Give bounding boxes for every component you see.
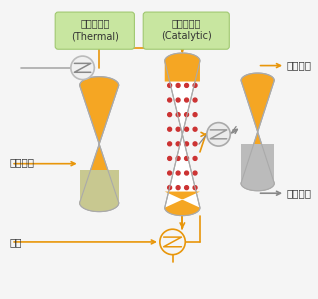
- Circle shape: [193, 186, 197, 190]
- Circle shape: [168, 98, 172, 102]
- Text: 硫化水素: 硫化水素: [287, 188, 312, 198]
- FancyBboxPatch shape: [55, 12, 135, 49]
- Polygon shape: [241, 73, 274, 191]
- Circle shape: [193, 171, 197, 175]
- Circle shape: [185, 156, 189, 160]
- Circle shape: [185, 186, 189, 190]
- Polygon shape: [165, 53, 200, 82]
- Circle shape: [176, 127, 180, 131]
- Circle shape: [176, 186, 180, 190]
- Circle shape: [185, 171, 189, 175]
- Circle shape: [185, 142, 189, 146]
- Bar: [241, 144, 274, 183]
- Circle shape: [185, 98, 189, 102]
- Circle shape: [176, 98, 180, 102]
- Circle shape: [185, 113, 189, 117]
- Polygon shape: [80, 77, 119, 212]
- Text: 液体硫黄: 液体硫黄: [9, 157, 34, 167]
- Polygon shape: [165, 53, 200, 216]
- Circle shape: [193, 83, 197, 87]
- Circle shape: [168, 127, 172, 131]
- Circle shape: [168, 142, 172, 146]
- Circle shape: [160, 229, 185, 255]
- Bar: [80, 170, 119, 203]
- Circle shape: [176, 113, 180, 117]
- Ellipse shape: [80, 194, 119, 212]
- Circle shape: [168, 171, 172, 175]
- Circle shape: [168, 83, 172, 87]
- Circle shape: [168, 113, 172, 117]
- Polygon shape: [165, 192, 200, 216]
- Circle shape: [185, 127, 189, 131]
- Circle shape: [176, 156, 180, 160]
- Circle shape: [168, 186, 172, 190]
- FancyBboxPatch shape: [143, 12, 229, 49]
- Circle shape: [193, 113, 197, 117]
- Circle shape: [193, 142, 197, 146]
- Text: 第１反応器
(Thermal): 第１反応器 (Thermal): [71, 18, 119, 41]
- Circle shape: [176, 142, 180, 146]
- Circle shape: [176, 83, 180, 87]
- Text: 第２反応器
(Catalytic): 第２反応器 (Catalytic): [161, 18, 211, 41]
- Text: オフガス: オフガス: [287, 61, 312, 71]
- Text: 水素: 水素: [9, 237, 22, 247]
- Circle shape: [193, 156, 197, 160]
- Circle shape: [193, 127, 197, 131]
- Circle shape: [176, 171, 180, 175]
- Circle shape: [193, 98, 197, 102]
- Circle shape: [71, 56, 94, 80]
- Circle shape: [185, 83, 189, 87]
- Circle shape: [168, 156, 172, 160]
- Ellipse shape: [241, 176, 274, 191]
- Circle shape: [207, 123, 230, 146]
